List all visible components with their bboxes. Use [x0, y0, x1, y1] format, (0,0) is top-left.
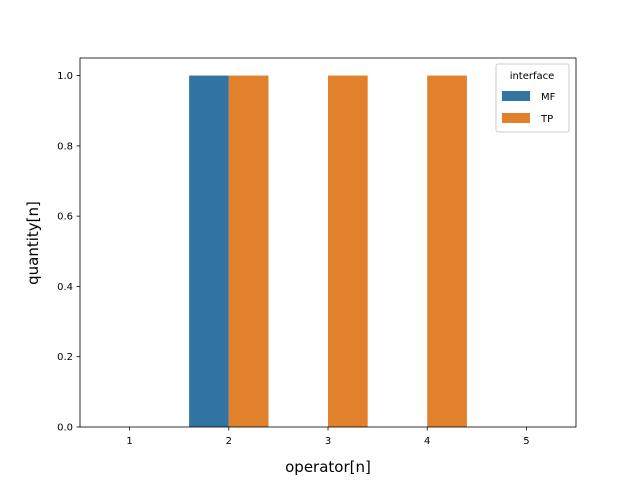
bar-tp-4 [427, 75, 467, 428]
y-tick-label: 0.0 [57, 423, 73, 434]
legend-swatch-tp [502, 113, 530, 123]
legend: interface MF TP [495, 63, 570, 133]
x-ticks: 1 2 3 4 5 [126, 427, 530, 447]
x-tick-label: 2 [226, 436, 232, 447]
x-tick-label: 3 [325, 436, 331, 447]
bar-mf-2 [189, 75, 229, 428]
y-axis-label: quantity[n] [24, 201, 42, 285]
legend-label-tp: TP [540, 114, 553, 125]
x-axis-label: operator[n] [285, 458, 371, 476]
legend-swatch-mf [502, 91, 530, 101]
bar-tp-3 [328, 75, 368, 428]
bar-tp-2 [228, 75, 269, 428]
y-tick-label: 1.0 [57, 71, 73, 82]
x-tick-label: 5 [523, 436, 529, 447]
y-tick-label: 0.2 [57, 352, 73, 363]
y-ticks: 0.0 0.2 0.4 0.6 0.8 1.0 [57, 71, 80, 434]
y-tick-label: 0.4 [57, 282, 73, 293]
y-tick-label: 0.6 [57, 212, 73, 223]
y-tick-label: 0.8 [57, 141, 73, 152]
legend-title: interface [510, 71, 555, 82]
plot-frame [79, 57, 577, 428]
x-tick-label: 4 [424, 436, 430, 447]
legend-entries: MF TP [502, 91, 556, 125]
bars-group [189, 75, 467, 428]
legend-label-mf: MF [541, 92, 556, 103]
x-tick-label: 1 [126, 436, 132, 447]
